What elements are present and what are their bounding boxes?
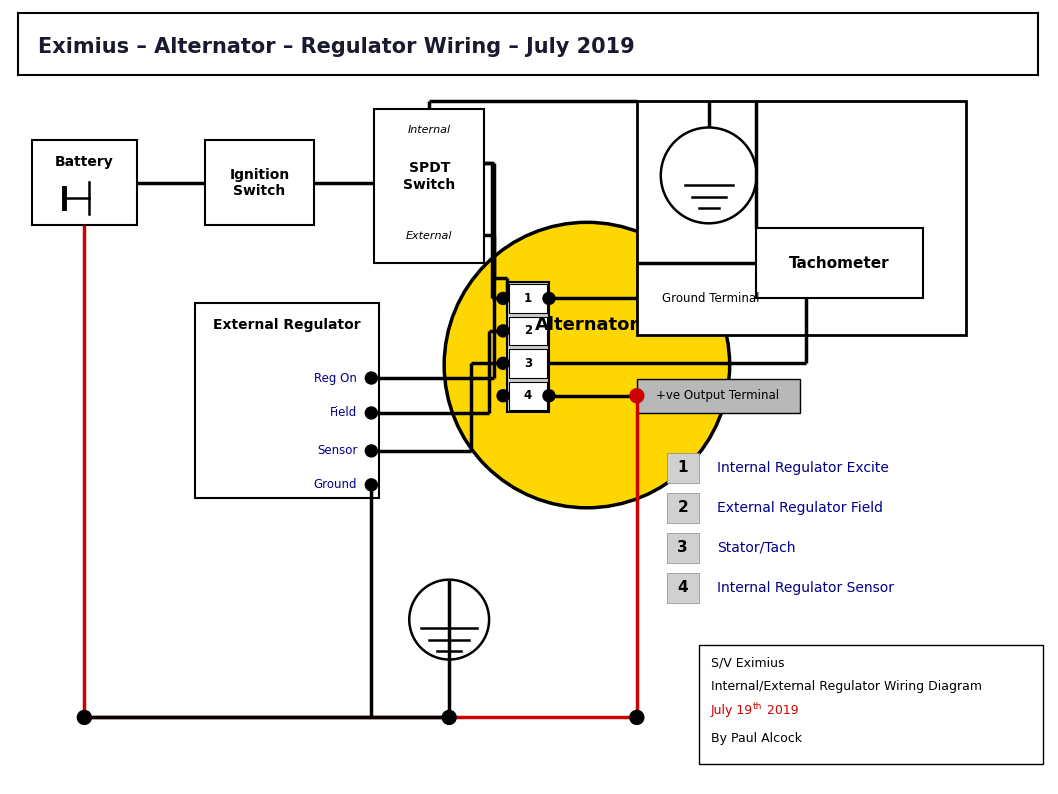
Bar: [698, 645, 1043, 765]
Bar: [204, 141, 314, 225]
Bar: [667, 572, 698, 603]
Text: Eximius – Alternator – Regulator Wiring – July 2019: Eximius – Alternator – Regulator Wiring …: [38, 37, 635, 56]
Text: External Regulator Field: External Regulator Field: [716, 501, 882, 515]
Bar: [509, 349, 547, 377]
Text: th: th: [752, 702, 762, 711]
Text: Internal: Internal: [407, 125, 451, 136]
Circle shape: [497, 325, 509, 337]
Text: Internal Regulator Sensor: Internal Regulator Sensor: [716, 580, 894, 595]
Text: Tachometer: Tachometer: [789, 256, 890, 271]
Bar: [32, 141, 136, 225]
Bar: [667, 493, 698, 522]
Circle shape: [444, 222, 730, 508]
Text: 1: 1: [524, 292, 532, 305]
Text: Ground: Ground: [314, 478, 358, 491]
Text: 3: 3: [677, 540, 688, 555]
Bar: [507, 282, 549, 412]
Circle shape: [497, 292, 509, 304]
Bar: [637, 379, 800, 413]
Circle shape: [497, 357, 509, 369]
Text: S/V Eximius: S/V Eximius: [711, 656, 784, 669]
Circle shape: [409, 580, 489, 660]
Text: 4: 4: [524, 389, 532, 403]
Text: Internal/External Regulator Wiring Diagram: Internal/External Regulator Wiring Diagr…: [711, 680, 982, 693]
Text: Field: Field: [330, 407, 358, 419]
Text: SPDT
Switch: SPDT Switch: [403, 161, 455, 191]
Circle shape: [365, 445, 378, 457]
Circle shape: [365, 407, 378, 419]
Circle shape: [442, 711, 456, 724]
Text: +ve Output Terminal: +ve Output Terminal: [656, 389, 780, 403]
Text: External Regulator: External Regulator: [213, 318, 361, 332]
Text: Stator/Tach: Stator/Tach: [716, 541, 796, 555]
Bar: [667, 453, 698, 483]
Text: 2019: 2019: [763, 704, 798, 717]
Text: By Paul Alcock: By Paul Alcock: [711, 732, 802, 745]
Circle shape: [630, 711, 644, 724]
Bar: [509, 284, 547, 313]
Text: External: External: [406, 231, 453, 241]
Bar: [637, 101, 966, 335]
Bar: [637, 281, 785, 315]
Text: Battery: Battery: [55, 156, 113, 169]
Bar: [509, 382, 547, 410]
Text: 2: 2: [677, 500, 688, 515]
Text: Ground Terminal: Ground Terminal: [662, 292, 760, 305]
Text: Alternator: Alternator: [534, 316, 639, 334]
Bar: [18, 13, 1038, 75]
Bar: [509, 317, 547, 345]
Circle shape: [543, 390, 555, 402]
Text: 2: 2: [524, 325, 532, 337]
Circle shape: [365, 479, 378, 491]
Bar: [667, 533, 698, 563]
Bar: [195, 303, 380, 498]
Circle shape: [630, 389, 644, 403]
Text: Ignition
Switch: Ignition Switch: [230, 168, 290, 198]
Circle shape: [365, 372, 378, 384]
Text: 3: 3: [524, 357, 532, 370]
Bar: [755, 229, 924, 299]
Text: 1: 1: [677, 461, 688, 476]
Bar: [375, 109, 485, 264]
Text: Sensor: Sensor: [317, 445, 358, 457]
Text: 4: 4: [677, 580, 688, 596]
Circle shape: [661, 128, 756, 223]
Text: Reg On: Reg On: [314, 372, 358, 384]
Circle shape: [77, 711, 91, 724]
Circle shape: [497, 390, 509, 402]
Circle shape: [543, 292, 555, 304]
Text: July 19: July 19: [711, 704, 753, 717]
Text: Internal Regulator Excite: Internal Regulator Excite: [716, 461, 889, 475]
